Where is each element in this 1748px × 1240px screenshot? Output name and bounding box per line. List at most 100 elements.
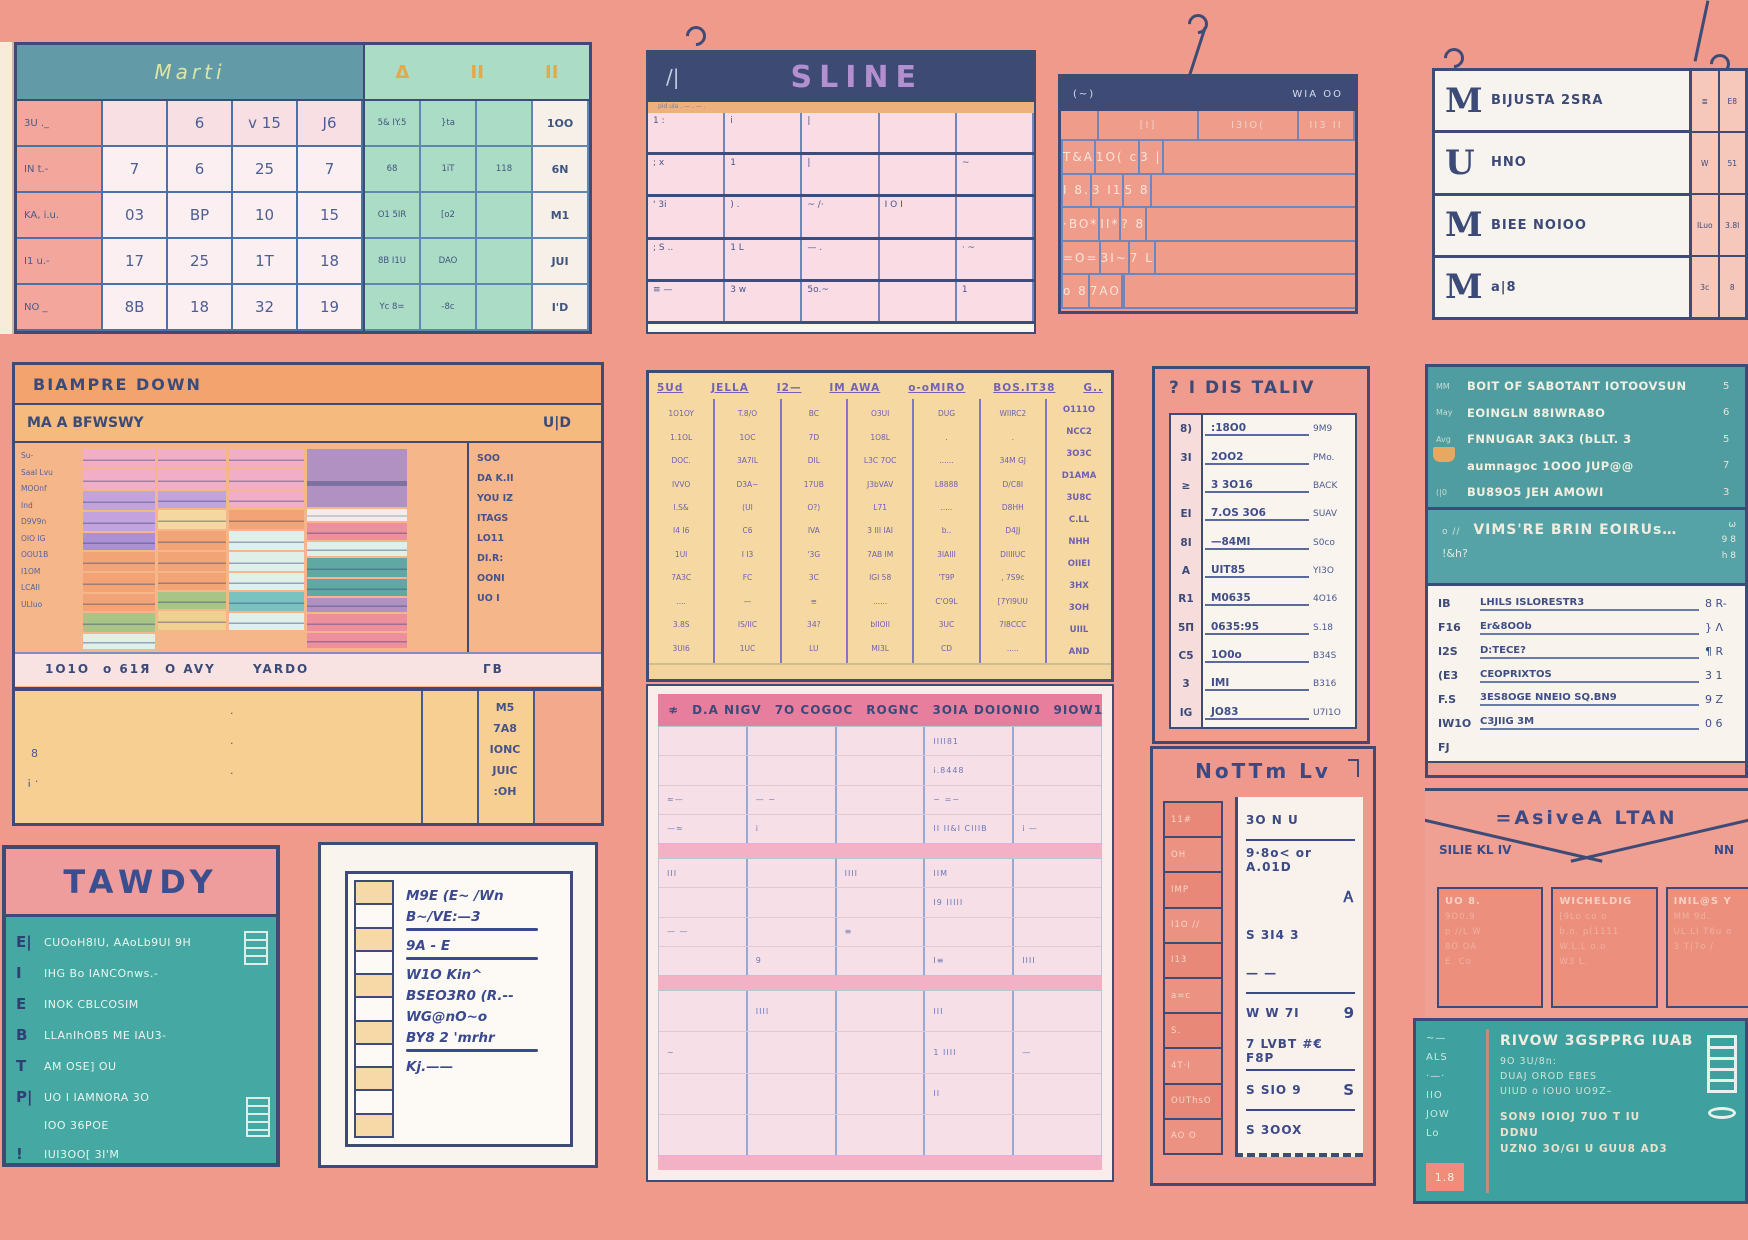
calendar3-cell: [1061, 241, 1063, 274]
ledger-cell: L8888: [934, 479, 959, 489]
calendar2-row: ; x 1 | ~: [648, 155, 1035, 198]
pink-table-cell: [659, 946, 748, 975]
agenda-row-number: 3: [1723, 486, 1730, 498]
ledger-cell: 17UB: [803, 479, 824, 489]
notepad-line-text: 9A - E: [406, 938, 451, 954]
mint-cell: [477, 239, 533, 283]
ledger-cell: 1O8L: [870, 432, 890, 442]
pink-table-header: ≉ D.A NIGV 7O COGOC ROGNC 3OIA DOIONIO 9IOW18: [658, 694, 1102, 726]
calendar2-cell: ~ /·: [802, 197, 880, 237]
letter-board-row: M BIJUSTA 2SRA: [1435, 71, 1689, 134]
schedule-row-label: I1OM: [21, 566, 41, 576]
schedule-row-label: D9V9n: [21, 517, 47, 526]
dis-row-right-value: YI3O: [1313, 565, 1334, 576]
mint-cell: 1iT: [421, 147, 477, 191]
checklist-code: I2S: [1438, 645, 1458, 659]
calendar3-cell: T&A: [1063, 141, 1096, 173]
pink-table-cell: [1014, 727, 1101, 755]
mint-cell: Yc 8=: [365, 285, 421, 329]
mint-cell: 1OO: [533, 101, 589, 145]
dis-row-right-value: SUAV: [1313, 509, 1338, 520]
pink-table-cell: ~ =~: [925, 785, 1015, 814]
ledger-cell: ≡: [810, 596, 817, 606]
agenda-row: MM BOIT OF SABOTANT IOTOOVSUN 5: [1436, 379, 1737, 393]
ledger-cell: 7AB IM: [867, 549, 894, 559]
pink-schedule-table: ≉ D.A NIGV 7O COGOC ROGNC 3OIA DOIONIO 9IOW18…: [646, 684, 1114, 1182]
ledger-cell: I.S&: [673, 503, 689, 513]
dis-row-code: ≥: [1171, 471, 1203, 501]
ledger-cell: 1.1OL: [670, 432, 693, 442]
calendar1-cell: 03: [103, 193, 168, 237]
tawdy-row: ! IUI3OO[ 3I'M: [16, 1145, 268, 1163]
schedule-task-block: [158, 573, 226, 590]
calendar1-cell: 6: [168, 101, 233, 145]
nottm-entry: W W 7I 9: [1246, 991, 1355, 1032]
letter-board-row: M BIEE NOIOO: [1435, 196, 1689, 258]
pink-table-cell: [925, 1114, 1015, 1155]
mint-cell: M1: [533, 193, 589, 237]
tawdy-row: IOO 36POE: [16, 1119, 268, 1132]
notes-value: IONC: [489, 743, 521, 756]
ledger-right-value: C.LL: [1068, 515, 1090, 525]
letter-board-initial: M: [1445, 267, 1483, 308]
pink-table-band-wrap: IIII III ~1 IIII — II: [658, 990, 1102, 1170]
agenda2-right-token: h 8: [1721, 550, 1736, 561]
dis-taliv-row: ≥ 3 3O16 BACK: [1171, 471, 1355, 501]
pink-table-row: — — ≡: [659, 917, 1101, 947]
pink-table-cell: [748, 1114, 837, 1155]
ledger-right-value: 3HX: [1069, 581, 1089, 591]
schedule-footer: 1O1O o 61Я O AVY YARDO ГB: [15, 654, 601, 686]
schedule-task-block: [229, 592, 304, 611]
calendar2-cell: ~: [957, 155, 1035, 195]
schedule-task-block: [307, 558, 407, 577]
calendar3-cell: ? 8: [1121, 208, 1148, 240]
ledger-cell: ....: [676, 596, 686, 606]
ledger-cell: .: [1011, 432, 1014, 442]
calendar2-row: ≡ —3 w 5o.~ 1: [648, 281, 1035, 325]
calendar2-cell: [957, 113, 1035, 153]
asuea-box-line: W.L.L o.o: [1559, 942, 1607, 952]
pink-table-row: [659, 1114, 1101, 1155]
ledger-cell: 1UI: [674, 549, 688, 559]
agenda2-right-token: ω: [1728, 520, 1736, 530]
notes-value: JUIC: [492, 764, 518, 777]
calendar3-cell: 3 |: [1140, 141, 1164, 173]
schedule-task-block: [307, 614, 407, 631]
ledger-cell: MI3L: [871, 643, 889, 653]
schedule-columns: [83, 449, 465, 649]
pink-table-row: I9 IIIII: [659, 888, 1101, 918]
pink-table-cell: II II&I CIIIB: [925, 814, 1015, 843]
calendar3-cell: 7 L: [1130, 241, 1156, 274]
ledger-cell: J3bVAV: [867, 479, 894, 489]
ledger-cell: 3.8S: [672, 620, 690, 630]
notes-value: 7A8: [493, 722, 517, 735]
notepad-line-text: M9E (E~ /Wn: [406, 888, 504, 904]
calendar2-row: ' 3i) . ~ /· I O I: [648, 197, 1035, 240]
agenda-row: Avg FNNUGAR 3AK3 (bLLT. 3 5: [1436, 432, 1737, 446]
calendar1-cell: 19: [298, 285, 363, 329]
checklist-numbers: 9 Z: [1705, 692, 1724, 706]
calendar1-mint-grid: 5& IY.5}ta 1OO 68 1iT 118 6N O1 5IR [o2 M1 8B …: [363, 101, 589, 331]
calendar3-cell: [1061, 141, 1063, 173]
agenda2-prefix: o //: [1442, 527, 1461, 537]
ledger-header-cell: I2—: [776, 382, 802, 394]
sidebar-item: ·—·: [1426, 1071, 1446, 1082]
ledger-cell: 3UI6: [672, 643, 690, 653]
agenda-checklist: IB LHILS ISLORESTR3 8 R- F16 Er&8OOb } Λ…: [1428, 583, 1745, 761]
ledger-header-cell: JELLA: [711, 382, 749, 394]
tawdy-row: I IHG Bo IANCOnws.-: [16, 964, 268, 982]
calendar1-cell: 18: [298, 239, 363, 283]
ledger-header-cell: IM AWA: [829, 382, 881, 394]
mint-row: O1 5IR [o2 M1: [365, 193, 589, 239]
checklist-text: D:TECE?: [1480, 645, 1699, 659]
notepad-underline: [406, 957, 538, 960]
pink-table-row: 9 I≡ IIII: [659, 946, 1101, 975]
ledger-cell: I I3: [741, 549, 754, 559]
asuea-box-line: UL.LI T6u o: [1673, 927, 1733, 937]
nottm-entry-glyph: Ꭺ: [1343, 888, 1355, 907]
pink-table-cell: [748, 1032, 837, 1073]
pink-table-row: —≈ i II II&I CIIIB i —: [659, 814, 1101, 843]
dis-taliv-row: 8) :18O0 9M9: [1171, 415, 1355, 444]
yellow-notes-strip: · · · 8 ¡ · M5 7A8 IONC JUIC:OH: [12, 688, 604, 826]
